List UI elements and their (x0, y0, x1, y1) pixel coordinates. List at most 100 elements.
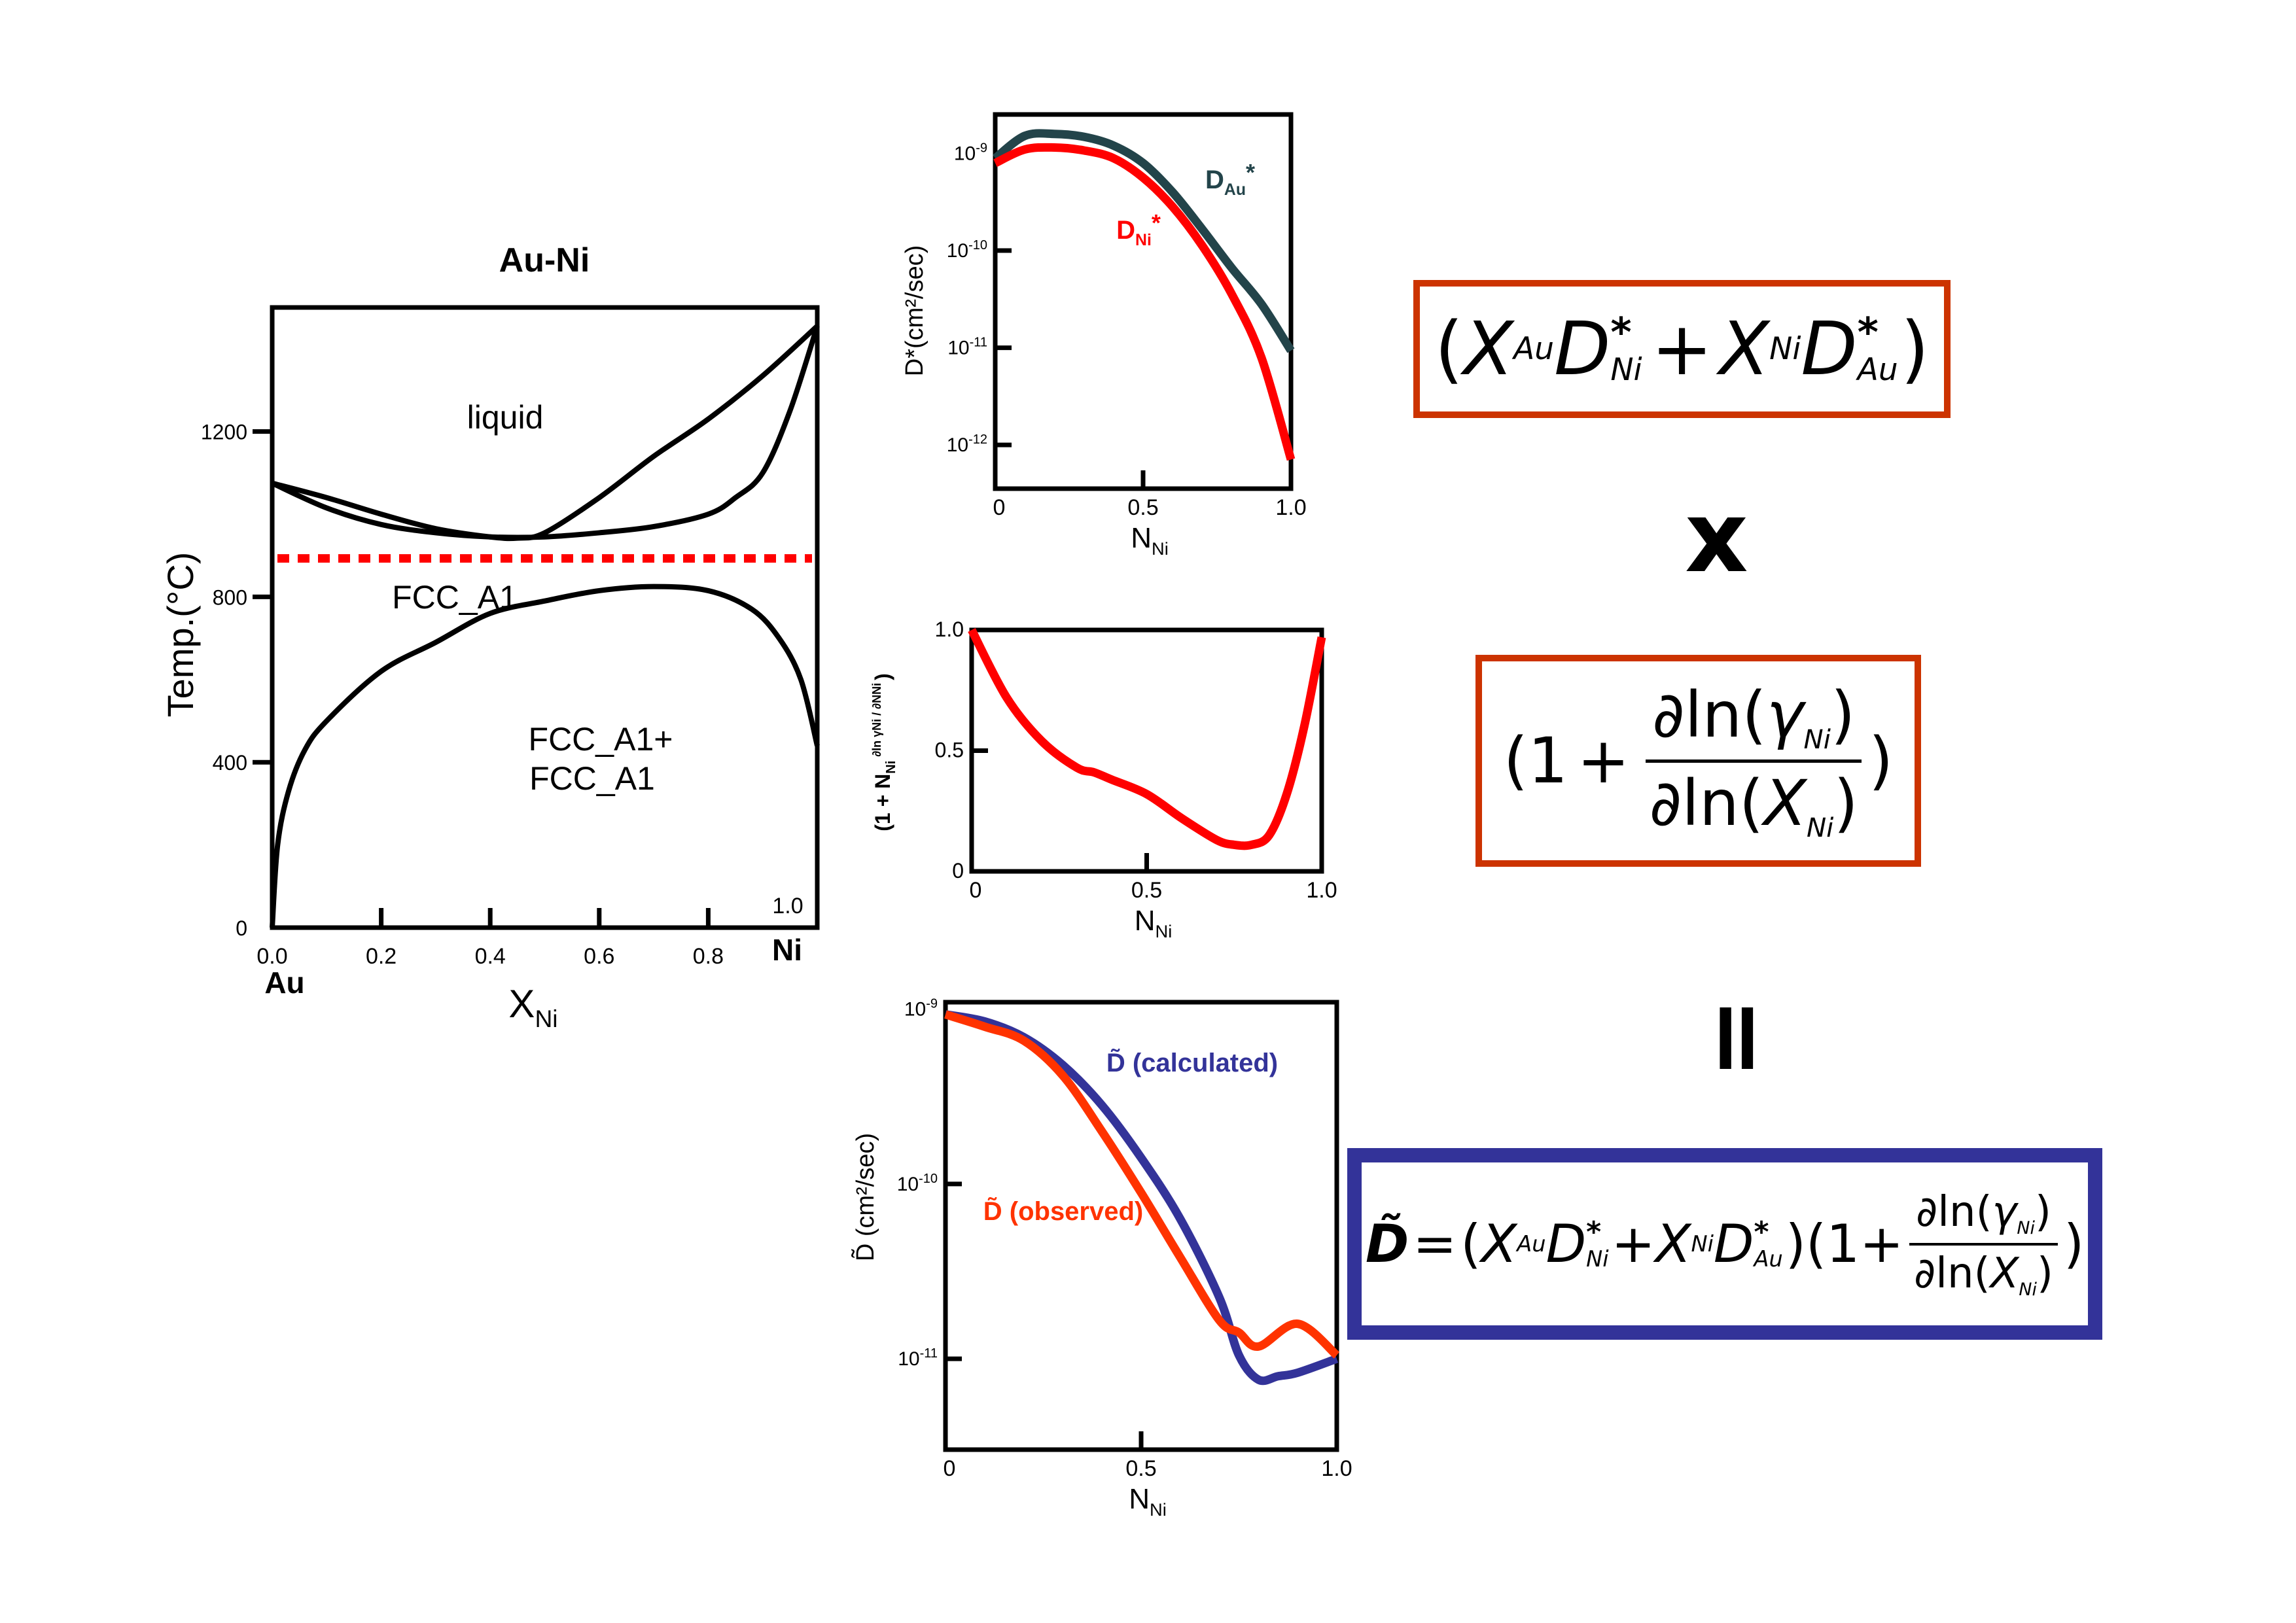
y-axis-label: Temp.(°C) (160, 552, 201, 718)
chart-2 (968, 627, 1326, 874)
fraction: ∂ln(γNi) ∂ln(XNi) (1643, 678, 1865, 843)
x-tick-label: 0.8 (693, 944, 724, 969)
x-tick-label: 1.0 (1275, 495, 1306, 520)
x-tick-label-text: 0 (970, 878, 982, 903)
D_Ni*-curve (993, 143, 1296, 461)
y-tick-label: 10-9 (954, 141, 987, 164)
x-axis-label-subscript: Ni (1156, 921, 1173, 941)
label-ni-text: Ni (772, 933, 802, 967)
y-tick-exponent: -9 (976, 141, 987, 155)
chart-title-text: Au-Ni (499, 241, 590, 279)
label-au-text: Au (264, 966, 304, 1000)
miscibility-gap-curve (270, 584, 820, 928)
series-label-calculated-text: D̃ (calculated) (1106, 1047, 1278, 1077)
chart-title: Au-Ni (499, 241, 590, 279)
x-axis-label-subscript: Ni (1150, 1499, 1167, 1520)
subscript-ni: Ni (2017, 1218, 2035, 1239)
y-tick-label-text: 1200 (201, 421, 247, 444)
region-label-fcc-a1: FCC_A1 (392, 579, 518, 616)
x-axis-label-subscript: Ni (1152, 538, 1169, 559)
y-tick-base: 10 (897, 1174, 919, 1195)
y-tick-base: 10 (947, 434, 968, 456)
subscript-ni: Ni (2019, 1279, 2037, 1300)
observed-curve (944, 1010, 1340, 1359)
series-label-d-au-subscript: Au (1224, 181, 1246, 199)
gamma: γ (1992, 1188, 2017, 1237)
y-tick-label: 10-10 (947, 238, 987, 262)
x-axis-label-main: N (1135, 905, 1156, 937)
x-tick-label-text: 0 (993, 495, 1006, 520)
x-axis-label-main: N (1131, 522, 1152, 554)
series-label-d-au-main: D (1205, 166, 1224, 194)
y-tick-exponent: -10 (919, 1172, 938, 1186)
chart-0 (253, 305, 820, 930)
y-tick-label: 10-10 (897, 1172, 938, 1195)
x-tick-label: 0.6 (584, 944, 614, 969)
y-tick-label: 10-9 (904, 997, 938, 1021)
plus: + (1860, 1213, 1904, 1274)
paren-one: )(1 (1785, 1213, 1860, 1274)
x-tick-label: 0.0 (256, 944, 287, 969)
y-tick-label: 1200 (201, 421, 247, 444)
symbol-d: D (1545, 1213, 1587, 1274)
x-tick-label: 1.0 (1321, 1456, 1352, 1481)
y-tick-label: 10-12 (947, 432, 987, 456)
liquidus-curve (271, 324, 819, 542)
partial-ln: ∂ln( (1649, 766, 1764, 840)
symbol-x: X (1719, 306, 1770, 392)
region-label-liquid-text: liquid (467, 399, 544, 436)
x-tick-label: 1.0 (1306, 878, 1337, 903)
y-tick-exponent: -9 (926, 997, 938, 1011)
subscript-au: Au (1513, 331, 1555, 367)
equation-thermodynamic-factor: (1 + ∂ln(γNi) ∂ln(XNi) ) (1475, 655, 1921, 867)
numerator: ∂ln(γNi) (1909, 1188, 2058, 1246)
y-tick-exponent: -10 (968, 238, 987, 253)
y-axis-label-close: ) (871, 673, 894, 680)
paren: ) (1900, 306, 1930, 392)
multiply-sign: x (1685, 481, 1748, 595)
y-tick-label: 0.5 (935, 739, 964, 762)
y-tick-label: 10-11 (898, 1346, 938, 1370)
symbol-x: X (1463, 306, 1514, 392)
star: * (1610, 309, 1632, 356)
gamma: γ (1766, 678, 1804, 752)
thermodynamic-factor-curve (968, 628, 1326, 850)
x-tick-label: 0 (944, 1456, 956, 1481)
y-tick-label-text: 800 (213, 585, 247, 609)
region-label-fcc-a1-text: FCC_A1 (392, 579, 518, 616)
x-axis-label: NNi (1135, 905, 1173, 941)
region-label-two-phase-line2: FCC_A1 (529, 760, 655, 797)
plus: + (1611, 1213, 1655, 1274)
paren: ( (1460, 1213, 1481, 1274)
x-axis-label-subscript: Ni (535, 1005, 557, 1032)
y-tick-base: 10 (898, 1348, 919, 1370)
x-axis-label-main: N (1129, 1483, 1150, 1515)
x-tick-label-text: 0.2 (366, 944, 397, 969)
x-tick-label: 0.4 (475, 944, 506, 969)
y-axis-label: (1 + NNi∂ln γNi / ∂NNi) (870, 673, 898, 831)
series-label-d-au-superscript: * (1246, 159, 1255, 186)
symbol-x: X (1655, 1213, 1691, 1274)
series-label-d-ni-subscript: Ni (1135, 232, 1152, 249)
fraction: ∂ln(γNi) ∂ln(XNi) (1907, 1188, 2060, 1300)
x-tick-label: 0 (993, 495, 1006, 520)
solidus-curve (271, 325, 820, 540)
y-tick-label: 0 (236, 916, 247, 940)
y-tick-label-text: 0 (952, 859, 964, 882)
subscript-au: Au (1754, 1246, 1783, 1272)
y-tick-base: 10 (954, 143, 976, 164)
y-axis-label-text: D*(cm²/sec) (901, 245, 928, 377)
series-label-observed: D̃ (observed) (983, 1196, 1144, 1226)
y-axis-label-text: D̃ (cm²/sec) (851, 1133, 879, 1261)
region-label-two-phase-line2-text: FCC_A1 (529, 760, 655, 797)
star: * (1857, 309, 1879, 356)
x-tick-label-text: 0.4 (475, 944, 506, 969)
subscript-ni: Ni (1610, 351, 1642, 388)
series-label-d-ni: DNi* (1116, 209, 1161, 249)
paren: ) (2063, 1213, 2085, 1274)
plot-frame (270, 305, 820, 930)
series-label-d-ni-superscript: * (1152, 209, 1161, 236)
y-tick-label-text: 0 (236, 916, 247, 940)
